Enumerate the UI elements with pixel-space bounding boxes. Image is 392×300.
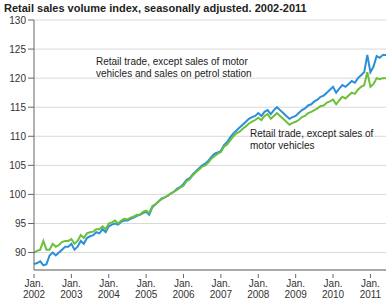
svg-text:2002: 2002 — [23, 289, 46, 300]
svg-text:2008: 2008 — [247, 289, 270, 300]
svg-text:2010: 2010 — [322, 289, 345, 300]
html-text:Retail trade, except sales of: Retail trade, except sales of motor — [96, 56, 248, 67]
svg-text:125: 125 — [9, 44, 26, 55]
svg-text:Jan.: Jan. — [137, 278, 156, 289]
svg-text:Jan.: Jan. — [211, 278, 230, 289]
svg-text:2003: 2003 — [60, 289, 83, 300]
svg-text:Jan.: Jan. — [174, 278, 193, 289]
svg-text:130: 130 — [9, 15, 26, 26]
svg-text:Jan.: Jan. — [361, 278, 380, 289]
svg-text:Jan.: Jan. — [286, 278, 305, 289]
html-text:Retail sales volume index, sea: Retail sales volume index, seasonally ad… — [4, 2, 307, 14]
svg-text:Jan.: Jan. — [249, 278, 268, 289]
svg-text:100: 100 — [9, 189, 26, 200]
html-text:Retail trade, except sales of: Retail trade, except sales of — [250, 128, 374, 139]
svg-text:95: 95 — [15, 218, 27, 229]
svg-text:Jan.: Jan. — [62, 278, 81, 289]
svg-text:2006: 2006 — [172, 289, 195, 300]
html-text:vehicles and sales on petrol s: vehicles and sales on petrol station — [96, 68, 252, 79]
svg-text:2004: 2004 — [98, 289, 121, 300]
svg-text:2007: 2007 — [210, 289, 233, 300]
svg-text:90: 90 — [15, 247, 27, 258]
svg-text:120: 120 — [9, 73, 26, 84]
html-text:motor vehicles: motor vehicles — [250, 140, 315, 151]
svg-text:105: 105 — [9, 160, 26, 171]
svg-text:2009: 2009 — [285, 289, 308, 300]
svg-text:2011: 2011 — [360, 289, 382, 300]
svg-text:2005: 2005 — [135, 289, 158, 300]
svg-text:Jan.: Jan. — [25, 278, 44, 289]
svg-text:Jan.: Jan. — [99, 278, 118, 289]
svg-text:Jan.: Jan. — [324, 278, 343, 289]
svg-text:115: 115 — [10, 102, 26, 113]
svg-text:110: 110 — [10, 131, 26, 142]
